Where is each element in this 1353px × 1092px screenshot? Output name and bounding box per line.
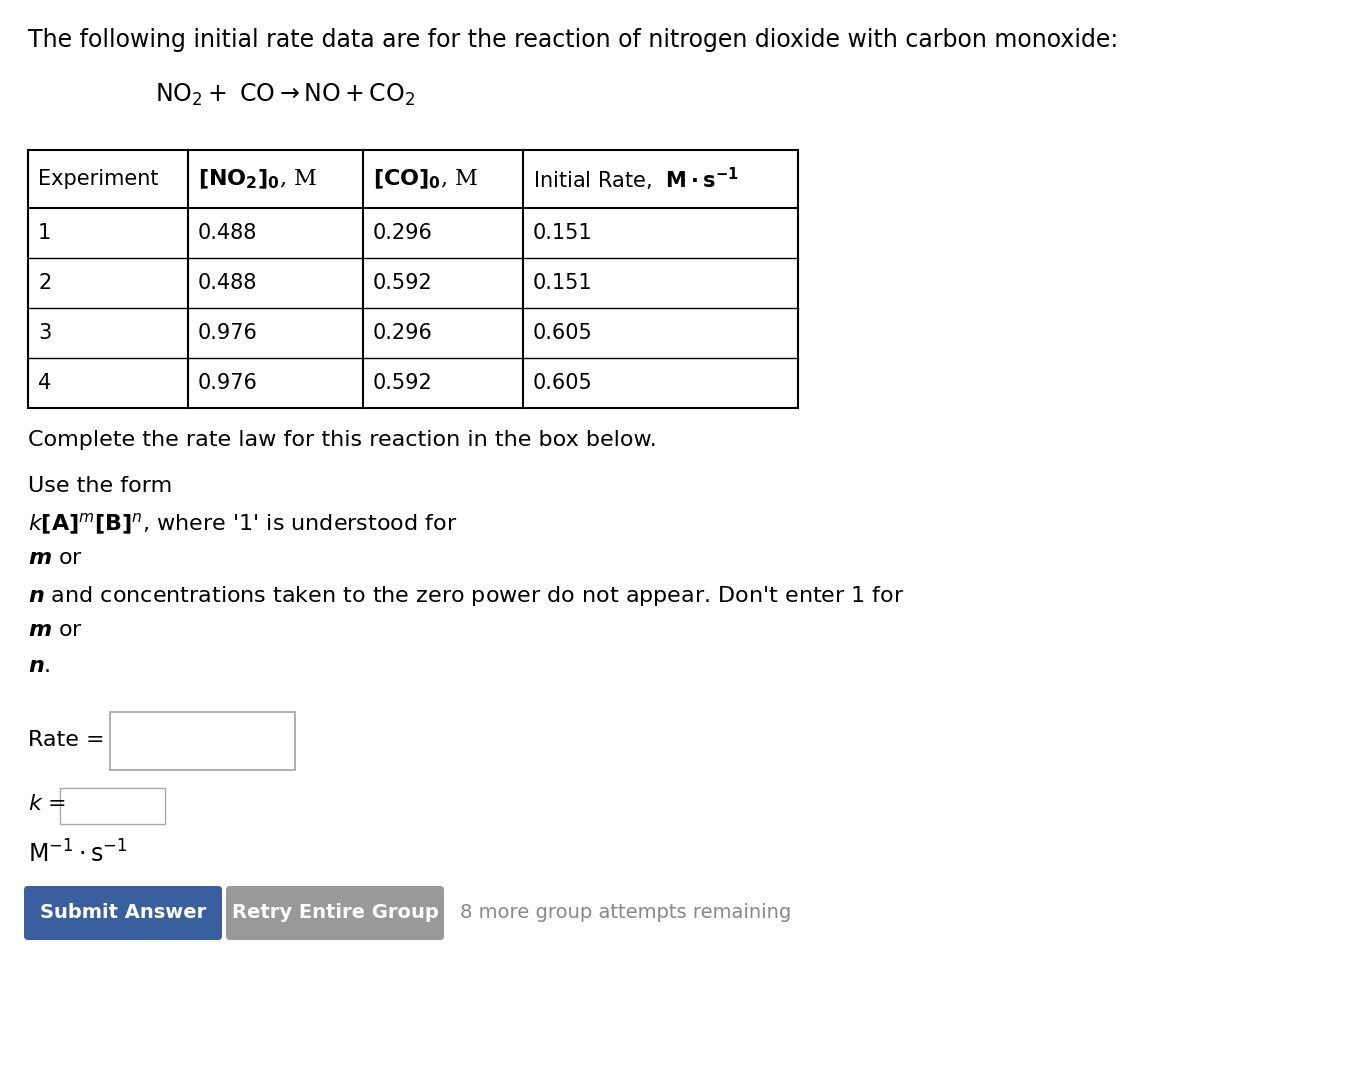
Text: Use the form: Use the form: [28, 476, 172, 496]
Text: 0.976: 0.976: [198, 373, 258, 393]
FancyBboxPatch shape: [24, 886, 222, 940]
Text: 0.151: 0.151: [533, 273, 593, 293]
Text: $\boldsymbol{m}$ or: $\boldsymbol{m}$ or: [28, 548, 83, 568]
Bar: [110, 712, 295, 770]
Text: $\mathrm{M^{-1} \cdot s^{-1}}$: $\mathrm{M^{-1} \cdot s^{-1}}$: [28, 840, 127, 867]
Text: 1: 1: [38, 223, 51, 244]
Text: 4: 4: [38, 373, 51, 393]
Text: Submit Answer: Submit Answer: [39, 903, 206, 923]
Text: Retry Entire Group: Retry Entire Group: [231, 903, 438, 923]
Text: 0.605: 0.605: [533, 323, 593, 343]
Text: $\boldsymbol{n}$.: $\boldsymbol{n}$.: [28, 656, 50, 676]
Text: Complete the rate law for this reaction in the box below.: Complete the rate law for this reaction …: [28, 430, 656, 450]
Text: $\mathrm{NO_2 + \ CO \rightarrow NO + CO_2}$: $\mathrm{NO_2 + \ CO \rightarrow NO + CO…: [156, 82, 415, 108]
Text: Rate =: Rate =: [28, 729, 104, 750]
Text: 0.605: 0.605: [533, 373, 593, 393]
Text: $\boldsymbol{m}$ or: $\boldsymbol{m}$ or: [28, 620, 83, 640]
Bar: [60, 788, 165, 824]
Text: 8 more group attempts remaining: 8 more group attempts remaining: [460, 903, 792, 923]
Text: 0.488: 0.488: [198, 223, 257, 244]
Text: 0.151: 0.151: [533, 223, 593, 244]
Bar: [28, 150, 798, 408]
Text: $\mathbf{[CO]_0}$, M: $\mathbf{[CO]_0}$, M: [373, 167, 478, 191]
Text: 0.592: 0.592: [373, 373, 433, 393]
Text: 2: 2: [38, 273, 51, 293]
Text: 0.296: 0.296: [373, 323, 433, 343]
Text: $k$ =: $k$ =: [28, 794, 66, 814]
Text: The following initial rate data are for the reaction of nitrogen dioxide with ca: The following initial rate data are for …: [28, 28, 1118, 52]
Text: Experiment: Experiment: [38, 169, 158, 189]
Text: $\mathbf{[NO_2]_0}$, M: $\mathbf{[NO_2]_0}$, M: [198, 167, 317, 191]
Text: 3: 3: [38, 323, 51, 343]
Text: 0.592: 0.592: [373, 273, 433, 293]
Text: Initial Rate,  $\mathbf{M \cdot s^{-1}}$: Initial Rate, $\mathbf{M \cdot s^{-1}}$: [533, 165, 739, 192]
Text: 0.296: 0.296: [373, 223, 433, 244]
Text: 0.976: 0.976: [198, 323, 258, 343]
Text: $\boldsymbol{n}$ and concentrations taken to the zero power do not appear. Don't: $\boldsymbol{n}$ and concentrations take…: [28, 584, 905, 608]
Text: 0.488: 0.488: [198, 273, 257, 293]
FancyBboxPatch shape: [226, 886, 444, 940]
Text: $k\mathbf{[A]^{\mathit{m}}[B]^{\mathit{n}}}$, where '1' is understood for: $k\mathbf{[A]^{\mathit{m}}[B]^{\mathit{n…: [28, 512, 457, 537]
